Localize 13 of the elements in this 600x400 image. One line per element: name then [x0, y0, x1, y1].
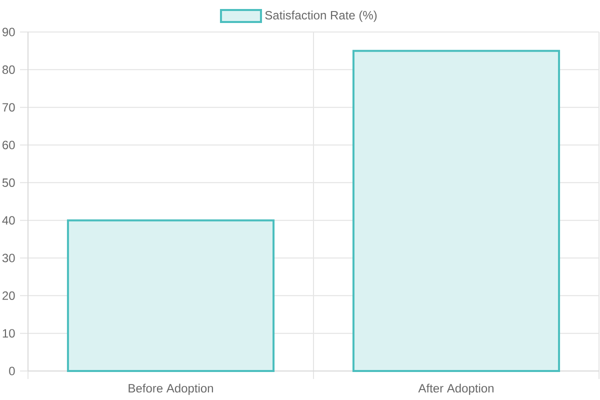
y-tick-label: 40: [2, 216, 15, 225]
y-tick-label: 0: [9, 366, 15, 376]
legend-label: Satisfaction Rate (%): [265, 10, 377, 22]
y-tick-label: 20: [2, 291, 15, 300]
y-tick-label: 80: [2, 65, 15, 74]
y-tick-label: 30: [2, 254, 15, 262]
x-tick-label: Before Adoption: [128, 384, 213, 395]
y-tick-label: 10: [2, 329, 15, 338]
x-tick-label: After Adoption: [418, 384, 494, 395]
y-tick-label: 90: [2, 28, 15, 36]
y-tick-label: 60: [2, 140, 15, 150]
y-tick-label: 70: [2, 103, 15, 112]
y-tick-label: 50: [2, 178, 15, 187]
